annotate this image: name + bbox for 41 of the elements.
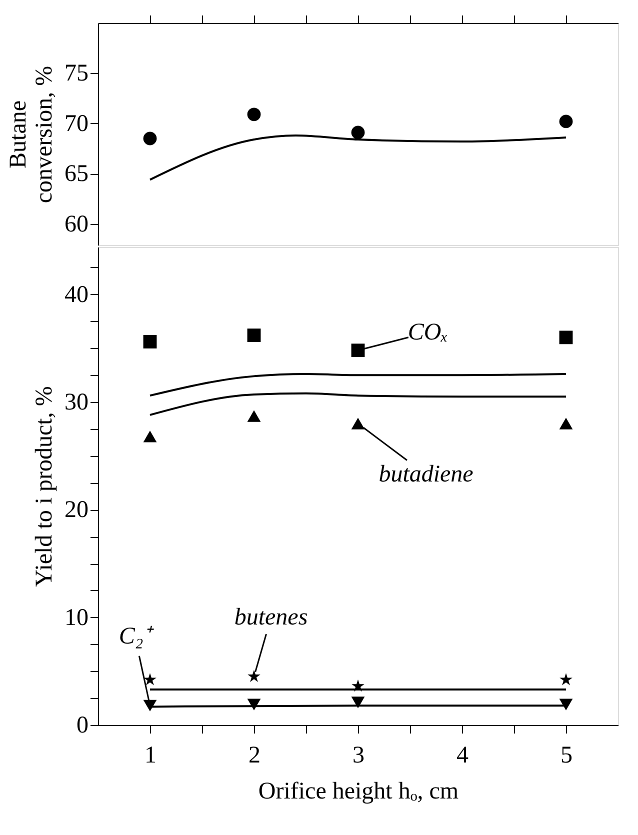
x-axis-title: Orifice height hₒ, cm xyxy=(258,778,459,804)
y-tick-label: 75 xyxy=(64,60,88,87)
point xyxy=(559,330,573,344)
annotation: COₓ xyxy=(408,319,448,346)
point xyxy=(247,698,261,710)
y-tick-label: 65 xyxy=(64,161,88,188)
point xyxy=(143,132,157,146)
x-tick-label: 5 xyxy=(560,742,572,768)
point xyxy=(351,418,365,430)
point xyxy=(560,673,572,686)
y-tick-label: 10 xyxy=(64,604,88,631)
annotation: butadiene xyxy=(378,462,474,488)
y-axis-title: Butane conversion, % xyxy=(6,66,58,204)
x-tick-label: 4 xyxy=(456,742,468,768)
point xyxy=(559,418,573,430)
line-series xyxy=(149,373,567,397)
x-tick-label: 3 xyxy=(352,742,364,768)
point xyxy=(559,698,573,710)
line-series xyxy=(149,392,567,416)
y-tick-label: 70 xyxy=(64,110,88,137)
point xyxy=(247,328,261,342)
y-tick-label: 60 xyxy=(64,211,88,238)
point xyxy=(351,696,365,708)
x-tick-label: 2 xyxy=(248,742,260,768)
annotation: butenes xyxy=(234,604,308,631)
x-tick-label: 1 xyxy=(144,742,156,768)
point xyxy=(143,335,157,348)
point xyxy=(247,108,261,122)
y-tick-label: 40 xyxy=(64,282,88,308)
annotation: C₂⁺ xyxy=(118,624,154,650)
y-axis-title: Yield to i product, % xyxy=(32,386,58,587)
point xyxy=(559,114,573,128)
point xyxy=(351,344,365,358)
point xyxy=(143,430,157,442)
y-tick-label: 20 xyxy=(64,497,88,524)
point xyxy=(247,410,261,422)
y-tick-label: 0 xyxy=(76,712,88,738)
point xyxy=(248,670,260,682)
point xyxy=(144,673,156,686)
y-tick-label: 30 xyxy=(64,390,88,416)
point xyxy=(351,126,365,140)
